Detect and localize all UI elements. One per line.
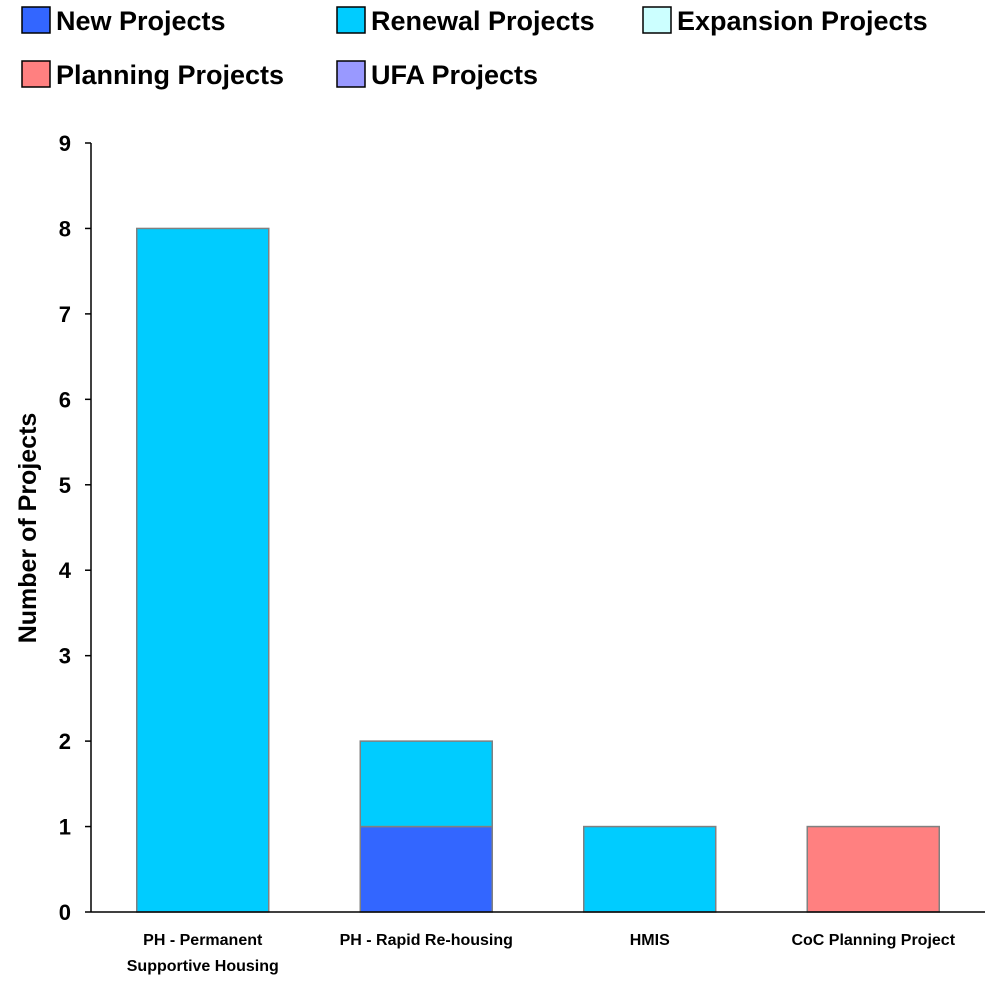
y-tick-label: 7 xyxy=(59,302,71,327)
y-tick-label: 6 xyxy=(59,387,71,412)
y-tick-label: 0 xyxy=(59,900,71,925)
y-tick-label: 8 xyxy=(59,216,71,241)
bar-renewal-projects-1 xyxy=(136,227,270,913)
legend-label: Expansion Projects xyxy=(677,6,928,36)
y-axis-title: Number of Projects xyxy=(14,413,42,644)
legend-swatch xyxy=(21,60,51,88)
legend-swatch xyxy=(336,6,366,34)
legend-label: UFA Projects xyxy=(371,60,538,90)
y-tick-label: 4 xyxy=(59,558,72,583)
legend-swatch xyxy=(642,6,672,34)
bar-new-projects-2 xyxy=(359,825,493,913)
y-tick-label: 5 xyxy=(59,473,71,498)
legend-label: New Projects xyxy=(56,6,226,36)
legend-item-ufa-projects: UFA Projects xyxy=(336,60,538,90)
plot-area: 0 1 2 3 4 5 6 7 8 9 PH - Permanent Supportive Hous… xyxy=(59,131,985,975)
legend-swatch xyxy=(336,60,366,88)
legend-item-new-projects: New Projects xyxy=(21,6,226,36)
legend-item-expansion-projects: Expansion Projects xyxy=(642,6,928,36)
x-category-label: PH - Rapid Re-housing xyxy=(340,932,513,949)
bar-group xyxy=(136,227,940,913)
x-category-label: CoC Planning Project xyxy=(791,932,955,949)
x-axis-labels: PH - Permanent Supportive Housing PH - Rap… xyxy=(127,932,956,975)
legend-swatch xyxy=(21,6,51,34)
x-category-label: PH - Permanent xyxy=(143,932,263,949)
y-tick-label: 2 xyxy=(59,729,71,754)
legend-label: Planning Projects xyxy=(56,60,284,90)
legend-item-renewal-projects: Renewal Projects xyxy=(336,6,595,36)
bar-renewal-projects-3 xyxy=(583,825,717,913)
legend-label: Renewal Projects xyxy=(371,6,595,36)
y-tick-label: 3 xyxy=(59,644,71,669)
y-axis-ticks: 0 1 2 3 4 5 6 7 8 9 xyxy=(59,131,91,925)
bar-renewal-projects-2 xyxy=(359,740,493,828)
y-tick-label: 9 xyxy=(59,131,71,156)
chart-legend: New Projects Renewal Projects Expansion Pr… xyxy=(21,6,928,90)
y-tick-label: 1 xyxy=(59,815,71,840)
legend-item-planning-projects: Planning Projects xyxy=(21,60,284,90)
x-category-label: Supportive Housing xyxy=(127,958,279,975)
x-category-label: HMIS xyxy=(630,932,670,949)
bar-planning-projects-4 xyxy=(806,825,940,913)
